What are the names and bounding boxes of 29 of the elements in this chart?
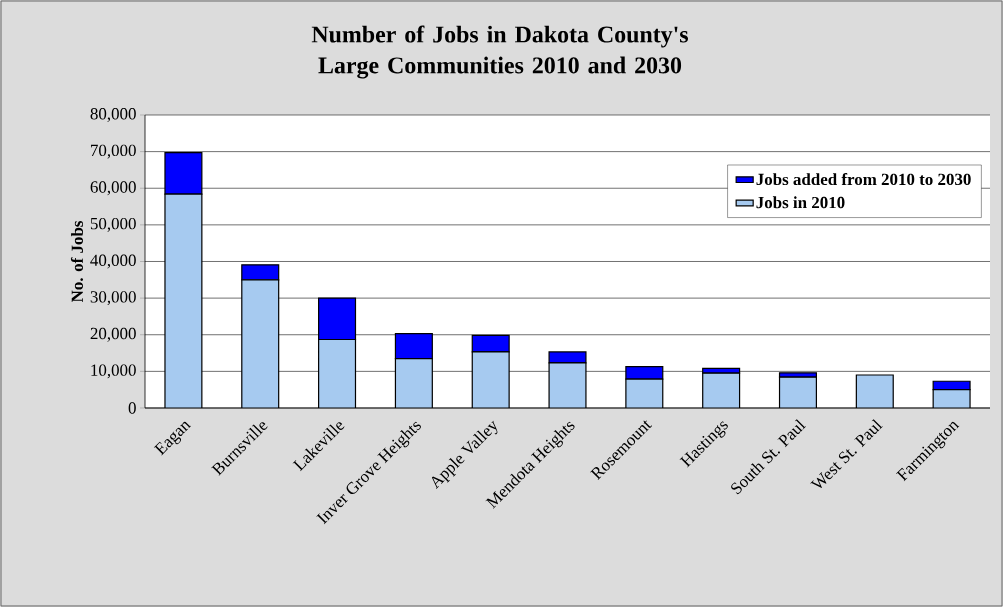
bar [702, 373, 740, 408]
bar [241, 264, 280, 281]
y-tick-label: 80,000 [90, 108, 136, 122]
bar [549, 362, 586, 408]
y-tick-label: 60,000 [90, 181, 136, 196]
bar [471, 334, 510, 353]
y-tick-label: 70,000 [91, 144, 136, 159]
y-tick-label: 0 [128, 402, 136, 414]
legend-label: Jobs in 2010 [756, 196, 845, 209]
bar [395, 358, 433, 408]
y-tick-label: 10,000 [91, 364, 136, 379]
bar [318, 297, 357, 341]
bar [472, 351, 510, 408]
bar [241, 279, 279, 408]
bar [394, 333, 433, 360]
bar [778, 372, 817, 378]
bar [164, 194, 202, 408]
bar [779, 377, 817, 408]
legend-label: Jobs added from 2010 to 2030 [756, 172, 971, 186]
x-tick-label: West St. Paul [810, 419, 883, 489]
bar [548, 351, 587, 364]
y-tick-label: 50,000 [90, 217, 136, 232]
bar [856, 375, 894, 408]
chart-title: Number of Jobs in Dakota County's Large Communities 2010 and 2030 [311, 25, 689, 79]
y-tick-label: 40,000 [90, 254, 136, 269]
y-tick-label: 30,000 [90, 291, 136, 306]
y-axis-title: No. of Jobs [70, 220, 84, 303]
bar [318, 339, 356, 408]
y-tick-label: 20,000 [90, 327, 136, 342]
